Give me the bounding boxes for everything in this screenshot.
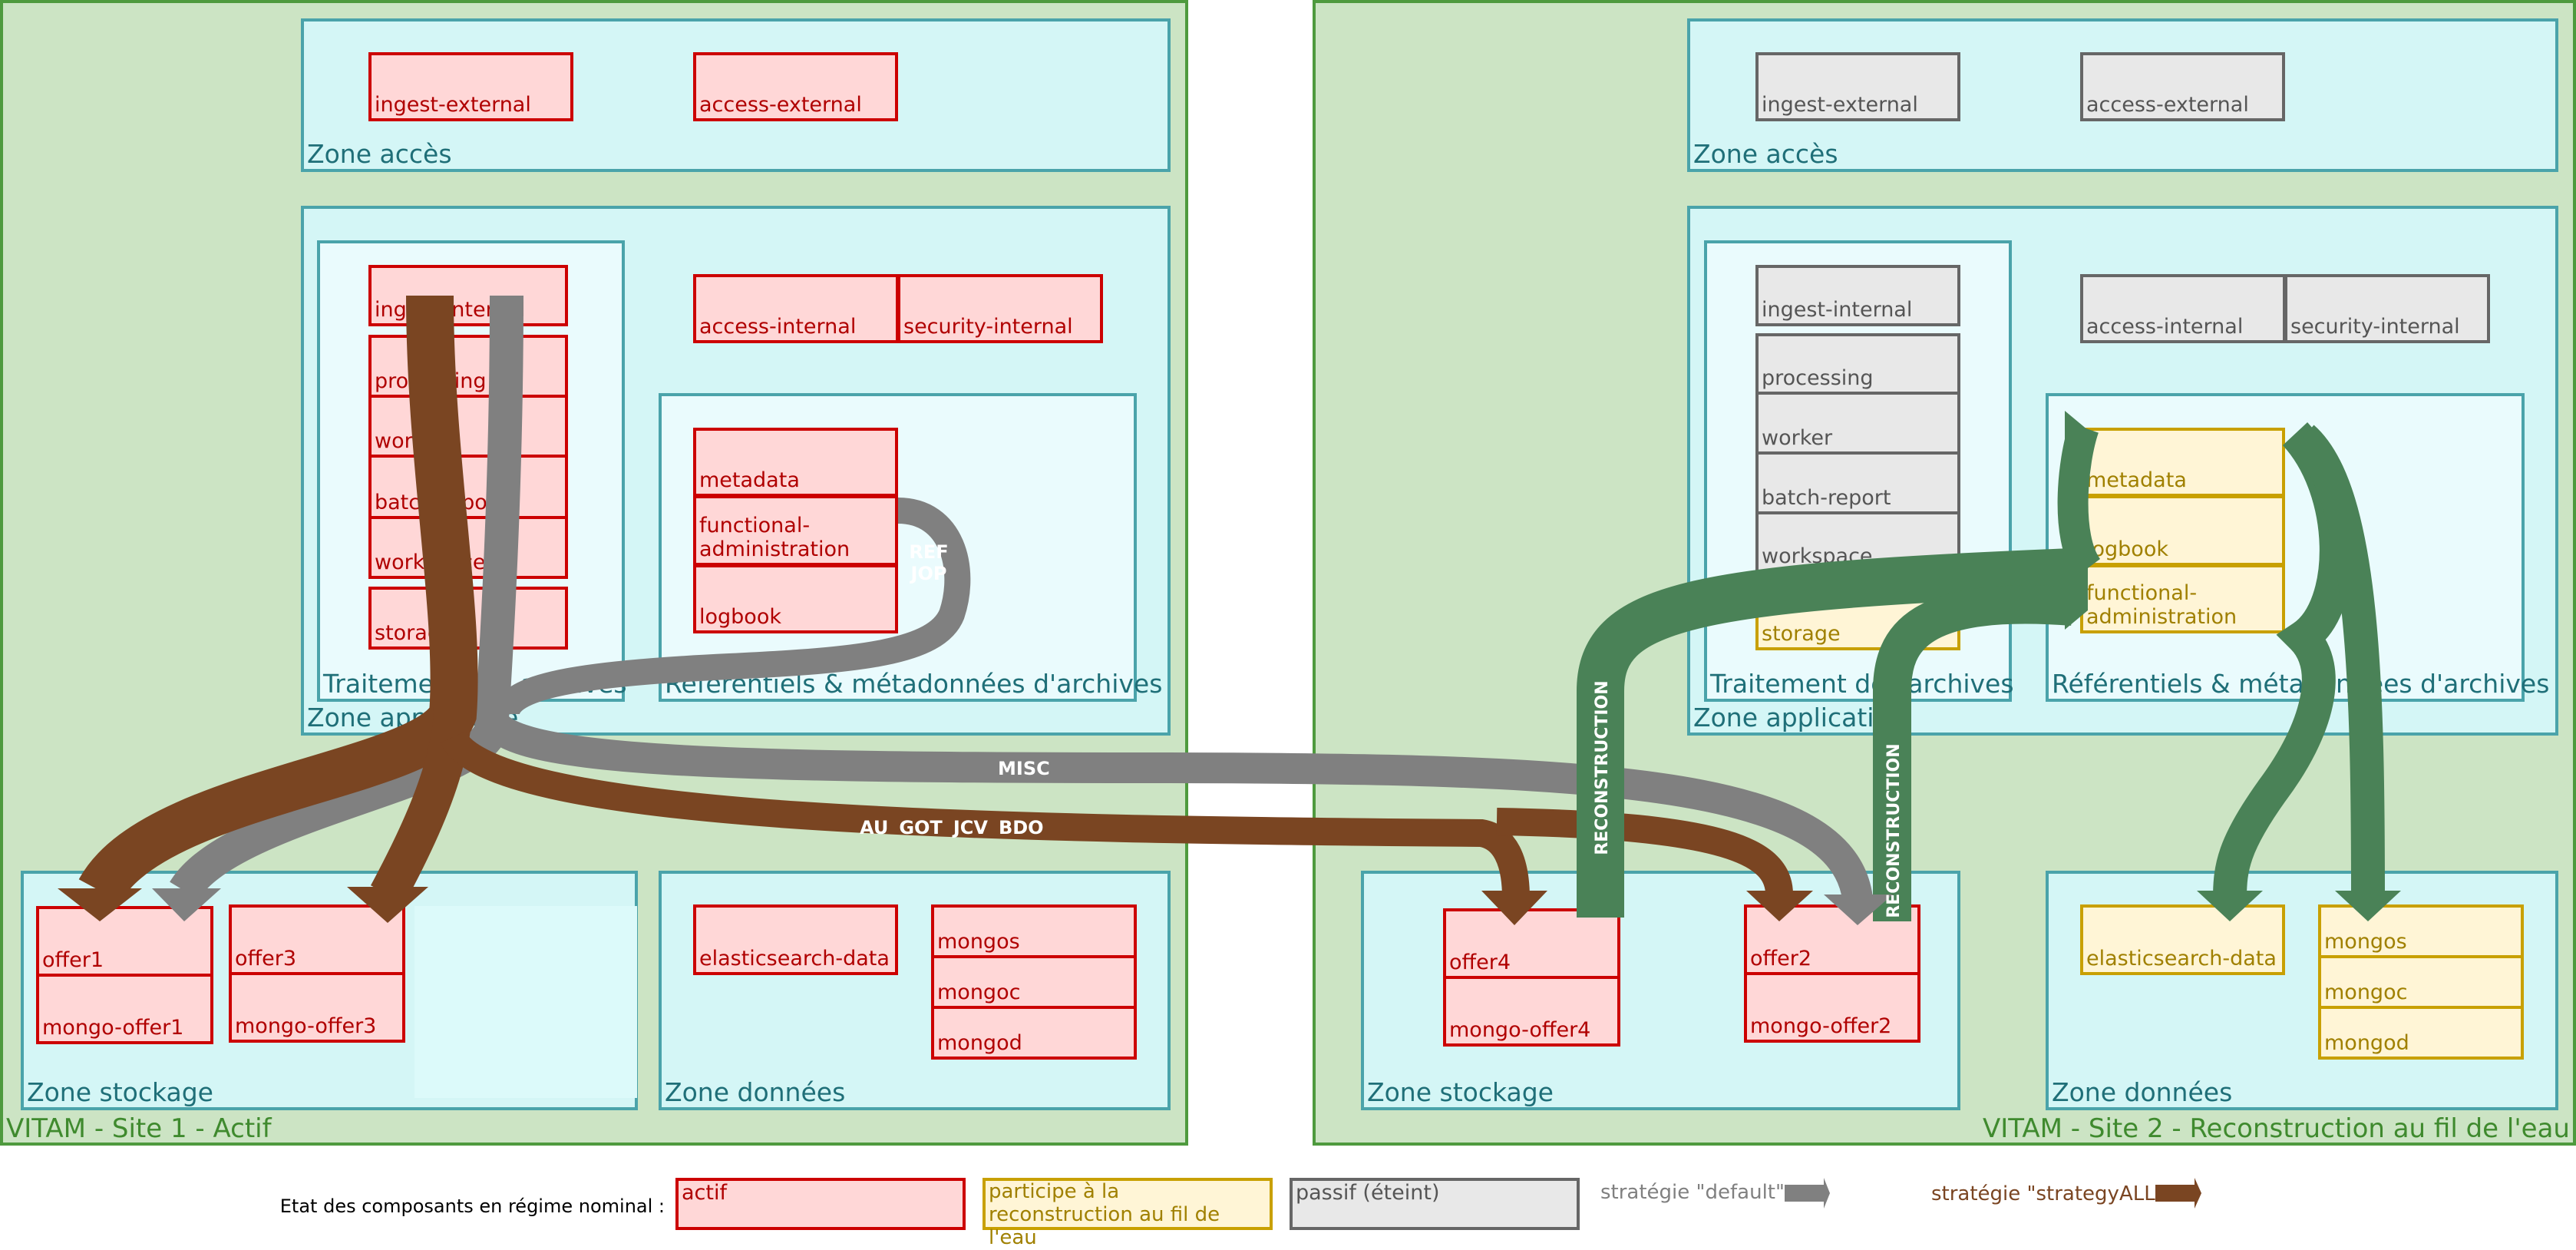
ref-jop-label: REF JOP [909,541,948,584]
zone-label: Référentiels & métadonnées d'archives [2052,669,2550,699]
arrowhead-elasticsearch-green [2197,891,2263,921]
site1-batch-report[interactable]: batch-report [368,455,568,519]
site1-offer3[interactable]: offer3 [229,904,405,975]
arrowhead-offer2-brown [1746,891,1813,921]
legend-passive: passif (éteint) [1290,1178,1580,1230]
site1-logbook[interactable]: logbook [693,564,898,633]
site2-ingest-internal[interactable]: ingest-internal [1755,265,1960,326]
legend-strategyall-arrow [2155,1185,2195,1202]
zone-label: Traitement des archives [1710,669,2014,699]
legend-default-arrowhead [1824,1178,1830,1209]
reconstruction-label-1: RECONSTRUCTION [1593,680,1612,855]
site1-offer1[interactable]: offer1 [36,906,213,977]
zone-label: Zone données [665,1077,846,1107]
arrowhead-metadata-green [2065,411,2088,630]
strategyall-flow-offer2 [1496,808,1793,895]
site2-elasticsearch-data[interactable]: elasticsearch-data [2080,904,2285,975]
zone-label: Zone accès [307,139,452,169]
reconstruction-flow-offer4 [1577,548,2074,918]
site1-access-external[interactable]: access-external [693,52,898,121]
zone-label: Zone accès [1693,139,1838,169]
site1-mongos[interactable]: mongos [931,904,1137,958]
ref-jop-flow [494,498,971,716]
reconstruction-flow-offer2 [1873,585,2074,921]
rebuild-flow-elasticsearch [2213,422,2353,899]
site1-access-internal[interactable]: access-internal [693,274,899,343]
strategyall-flow-offer4 [440,729,1530,899]
site1-mongoc[interactable]: mongoc [931,955,1137,1009]
site2-mongo-offer4[interactable]: mongo-offer4 [1443,976,1620,1047]
site2-access-external[interactable]: access-external [2080,52,2285,121]
legend-default-arrow [1785,1185,1825,1202]
strategyall-flow-offer3 [370,706,472,904]
site2-mongod[interactable]: mongod [2318,1006,2524,1060]
site2-mongo-offer2[interactable]: mongo-offer2 [1744,972,1920,1043]
legend-active: actif [675,1178,966,1230]
rebuild-flow-mongos [2290,425,2385,899]
legend-default-strategy: stratégie "default" [1600,1181,1785,1204]
zone-label: Zone données [2052,1077,2233,1107]
zone-label: Zone stockage [27,1077,213,1107]
site1-functional-administration[interactable]: functional-administration [693,495,898,566]
site1-metadata[interactable]: metadata [693,428,898,497]
legend-strategyall: stratégie "strategyALL" [1931,1182,2165,1205]
site1-mongo-offer3[interactable]: mongo-offer3 [229,972,405,1043]
site1-security-internal[interactable]: security-internal [897,274,1103,343]
site1-elasticsearch-data[interactable]: elasticsearch-data [693,904,898,975]
default-flow-offer2 [476,712,1873,901]
arrowhead-offer4-brown [1481,891,1547,925]
arrowhead-offer3-brown [347,887,428,923]
site2-functional-administration[interactable]: functional-administration [2080,564,2285,633]
strategyall-label: AU GOT JCV BDO [860,817,1044,838]
faint-placeholder [414,906,637,1098]
site1-mongod[interactable]: mongod [931,1006,1137,1060]
legend-title-wrap: Etat des composants en régime nominal : [77,1195,665,1217]
site2-ingest-external[interactable]: ingest-external [1755,52,1960,121]
legend-title: Etat des composants en régime nominal : [279,1195,665,1217]
site1-label: VITAM - Site 1 - Actif [6,1113,272,1144]
legend-strategyall-arrowhead [2195,1178,2201,1209]
legend-reconstruction: participe à la reconstruction au fil de … [983,1178,1273,1249]
site1-worker[interactable]: worker [368,395,568,458]
zone-label: Zone stockage [1367,1077,1554,1107]
site1-mongo-offer1[interactable]: mongo-offer1 [36,974,213,1044]
site2-security-internal[interactable]: security-internal [2284,274,2490,343]
reconstruction-label-2: RECONSTRUCTION [1884,743,1904,918]
site2-access-internal[interactable]: access-internal [2080,274,2286,343]
site2-mongos[interactable]: mongos [2318,904,2524,958]
site1-ingest-external[interactable]: ingest-external [368,52,573,121]
site2-batch-report[interactable]: batch-report [1755,451,1960,514]
arrowhead-offer2-gray [1824,895,1893,925]
arrowhead-mongos-green [2335,891,2401,921]
zone-label: Zone applicative [1693,703,1905,732]
arrowhead-offer1-brown [58,888,142,921]
site2-label: VITAM - Site 2 - Reconstruction au fil d… [1982,1113,2570,1144]
site1-processing[interactable]: processing [368,335,568,398]
strategyall-flow-offer1 [78,295,478,904]
misc-label: MISC [998,758,1050,779]
site2-worker[interactable]: worker [1755,392,1960,455]
arrowheads [58,411,2401,1209]
arrowhead-offer1-gray [152,888,221,921]
